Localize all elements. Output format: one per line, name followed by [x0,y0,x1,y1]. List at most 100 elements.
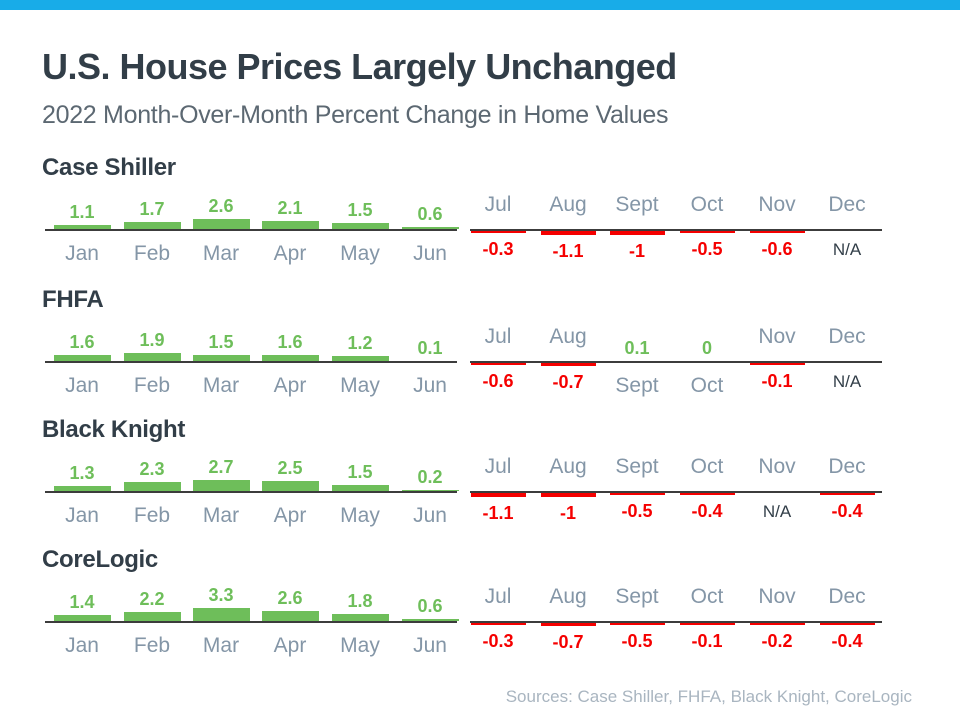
bar-negative [471,363,526,365]
month-label: Dec [828,193,866,216]
case-shiller-chart: 1.1 Jan 1.7 Feb 2.6 Mar 2.1 Apr 1.5 May 0.6 Jun Jul -… [0,140,960,270]
month-label: Jun [413,242,447,265]
value-label: 2.1 [277,198,303,218]
bar-positive [402,490,459,491]
value-label: -0.5 [621,501,653,521]
bar-positive [332,356,389,361]
month-label: Oct [690,585,724,608]
section-corelogic: CoreLogic 1.4 Jan 2.2 Feb 3.3 Mar 2.6 Apr 1.8 May… [0,532,960,662]
value-label: -1 [628,241,645,261]
value-label: 0.1 [417,338,443,358]
value-label: 0.2 [417,467,443,487]
bar-negative [610,231,665,235]
value-label: 1.1 [69,202,95,222]
month-label: Sept [615,585,659,608]
axis-line-left [45,229,457,231]
month-label: Dec [828,585,866,608]
bar-positive [332,223,389,229]
axis-line-right [470,491,882,493]
value-label: -1.1 [552,241,584,261]
bar-positive [332,485,389,491]
value-label: -0.7 [552,372,584,392]
page-subtitle: 2022 Month-Over-Month Percent Change in … [42,101,669,129]
value-label: -1.1 [482,503,514,523]
value-label: 1.3 [69,463,95,483]
bar-positive [124,222,181,229]
bar-negative [471,493,526,497]
bar-positive [193,355,250,361]
month-label: Aug [549,455,587,478]
month-label: Apr [273,504,307,527]
axis-line-right [470,621,882,623]
value-label: 1.6 [69,332,95,352]
value-label: -0.4 [831,631,863,651]
value-label: -0.2 [761,631,793,651]
month-label: Jul [484,193,512,216]
month-label: Apr [273,634,307,657]
bar-negative [680,231,735,233]
month-label: Dec [828,455,866,478]
corelogic-chart: 1.4 Jan 2.2 Feb 3.3 Mar 2.6 Apr 1.8 May 0.6 Jun Jul -… [0,532,960,662]
bar-positive [402,619,459,621]
month-label: Feb [133,242,171,265]
bar-negative [610,493,665,495]
bar-positive [193,608,250,621]
bar-negative [750,231,805,233]
bar-negative [541,231,596,235]
bar-negative [471,623,526,625]
month-label: Jul [484,455,512,478]
month-label: Jan [65,634,99,657]
bar-positive [262,481,319,491]
value-label: 2.2 [139,589,165,609]
value-label: -0.3 [482,631,514,651]
black-knight-chart: 1.3 Jan 2.3 Feb 2.7 Mar 2.5 Apr 1.5 May 0.2 Jun Jul -… [0,402,960,532]
month-label: Mar [202,504,240,527]
value-label: 1.5 [347,200,373,220]
section-title-black-knight: Black Knight [42,416,186,443]
month-label: May [340,634,380,657]
bar-positive [124,353,181,361]
bar-positive [54,486,111,491]
axis-line-left [45,621,457,623]
value-label: 1.2 [347,333,373,353]
bar-positive [402,227,459,229]
bar-negative [820,623,875,625]
month-label: Oct [690,455,724,478]
month-label: Mar [202,374,240,397]
month-label: Apr [273,242,307,265]
month-label: Jun [413,504,447,527]
month-label: Apr [273,374,307,397]
bar-positive [54,615,111,621]
month-label: Oct [690,374,724,397]
value-label: 3.3 [208,585,234,605]
section-case-shiller: Case Shiller 1.1 Jan 1.7 Feb 2.6 Mar 2.1 Apr 1.5… [0,140,960,270]
bar-negative [680,493,735,495]
month-label: May [340,504,380,527]
month-label: May [340,242,380,265]
month-label: Aug [549,325,587,348]
value-label: 2.6 [208,196,234,216]
bar-positive [54,225,111,229]
bar-positive [193,219,250,229]
na-label: N/A [832,240,862,259]
month-label: Mar [202,634,240,657]
value-label: -0.1 [761,371,793,391]
value-label: 2.6 [277,588,303,608]
axis-line-left [45,361,457,363]
section-title-case-shiller: Case Shiller [42,154,176,181]
axis-line-left [45,491,457,493]
month-label: Sept [615,374,659,397]
value-label: -0.4 [831,501,863,521]
bar-positive [262,221,319,229]
bar-negative [820,493,875,495]
value-label: 2.5 [277,458,303,478]
page-title: U.S. House Prices Largely Unchanged [42,46,677,87]
month-label: Nov [758,193,796,216]
value-label: -0.1 [691,631,723,651]
month-label: May [340,374,380,397]
month-label: Jun [413,634,447,657]
month-label: Nov [758,455,796,478]
month-label: Jan [65,374,99,397]
bar-negative [680,623,735,625]
value-label: 1.5 [208,332,234,352]
